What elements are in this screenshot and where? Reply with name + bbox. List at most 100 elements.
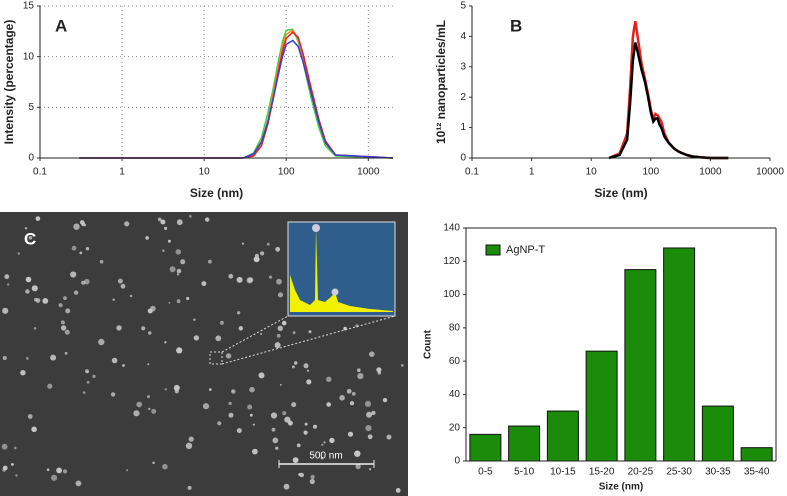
particle (31, 285, 38, 292)
particle (151, 408, 157, 414)
x-tick-label: 0.1 (33, 167, 47, 178)
particle (369, 468, 372, 471)
particle (176, 273, 179, 276)
x-tick-label: 5-10 (514, 467, 534, 478)
particle (228, 273, 234, 279)
particle (401, 364, 404, 367)
particle (219, 320, 224, 325)
particle (187, 485, 192, 490)
particle (112, 298, 115, 302)
particle (260, 332, 263, 336)
line-series (79, 29, 394, 159)
particle (2, 355, 7, 361)
y-axis-title: 10¹² nanoparticles/mL (434, 20, 448, 144)
y-tick-label: 40 (449, 389, 461, 400)
particle (354, 450, 361, 457)
particle (326, 376, 332, 382)
particle (86, 380, 90, 384)
bar (508, 425, 541, 462)
particle (349, 401, 355, 406)
particle (364, 400, 372, 407)
particle (217, 421, 222, 426)
legend-label: AgNP-T (506, 244, 545, 256)
particle (157, 217, 162, 222)
particle (84, 278, 90, 285)
particle (309, 478, 315, 485)
particle (252, 423, 255, 426)
particle (120, 283, 126, 289)
particle (56, 467, 62, 474)
particle (272, 437, 279, 444)
particle (281, 320, 287, 326)
particle (98, 338, 105, 346)
particle (188, 436, 194, 442)
particle (15, 474, 18, 477)
line-series (79, 39, 394, 159)
particle (85, 247, 90, 251)
zoom-box (209, 351, 223, 365)
particle (303, 430, 308, 435)
particle (326, 402, 332, 407)
particle (111, 357, 118, 364)
particle (81, 280, 86, 285)
particle (175, 249, 182, 255)
particle (70, 271, 77, 278)
particle (357, 373, 364, 380)
particle (346, 388, 352, 394)
particle (291, 365, 295, 369)
particle (164, 226, 168, 230)
y-tick-label: 20 (449, 422, 461, 433)
particle (252, 448, 258, 455)
particle (321, 443, 324, 446)
y-tick-label: 100 (443, 289, 460, 300)
particle (31, 426, 37, 433)
particle (11, 463, 14, 466)
particle (85, 369, 89, 374)
y-tick-label: 0 (460, 153, 466, 164)
x-tick-label: 1 (529, 167, 535, 178)
particle (147, 363, 150, 366)
particle (382, 397, 388, 403)
particle (168, 301, 171, 304)
x-tick-label: 30-35 (705, 467, 731, 478)
particle (79, 220, 85, 225)
particle (260, 251, 265, 256)
zoom-line (221, 315, 289, 353)
panel-label: C (24, 229, 36, 248)
particle (323, 441, 326, 444)
particle (270, 412, 278, 419)
particle (17, 252, 20, 255)
particle (306, 369, 310, 372)
particle (185, 442, 193, 449)
particle (275, 246, 281, 252)
particle (148, 407, 151, 411)
particle (42, 298, 49, 304)
particle (116, 325, 122, 331)
particle (231, 389, 234, 393)
particle (25, 289, 30, 294)
particle (28, 236, 33, 240)
x-tick-label: 25-30 (666, 467, 692, 478)
y-axis-title: Count (423, 329, 434, 359)
particle (357, 368, 361, 373)
particle (193, 335, 200, 341)
particle (34, 297, 38, 302)
x-axis-title: Size (nm) (190, 186, 243, 200)
particle (238, 326, 243, 331)
particle (292, 457, 299, 463)
y-tick-label: 5 (460, 1, 466, 12)
particle (136, 401, 143, 408)
particle (83, 223, 87, 227)
particle (73, 223, 80, 230)
particle (64, 329, 70, 335)
particle (129, 294, 133, 298)
particle (20, 370, 26, 376)
particle (371, 410, 376, 416)
particle (160, 219, 166, 225)
particle (189, 215, 192, 218)
y-tick-label: 120 (443, 256, 460, 267)
particle (173, 384, 180, 391)
eds-marker (312, 224, 320, 232)
particle (225, 353, 232, 359)
